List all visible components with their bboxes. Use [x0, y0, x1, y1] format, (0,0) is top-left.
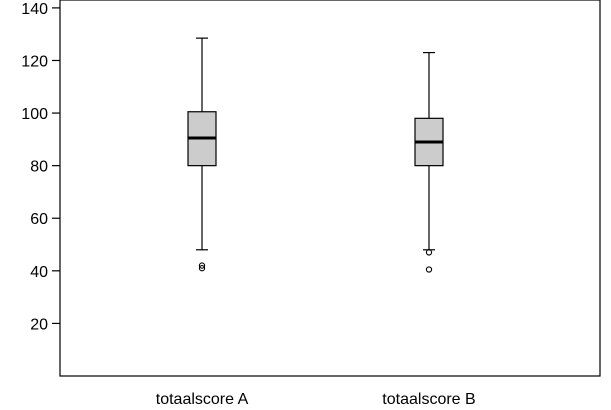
y-tick-label-20: 20: [30, 316, 48, 333]
category-label-b: totaalscore B: [382, 391, 475, 408]
outlier-b-0: [425, 249, 433, 256]
y-tick-label-80: 80: [30, 159, 48, 176]
y-tick-label-100: 100: [21, 106, 48, 123]
category-label-a: totaalscore A: [156, 391, 249, 408]
y-tick-label-40: 40: [30, 264, 48, 281]
plot-frame: [59, 0, 601, 377]
outlier-b-1: [425, 266, 433, 273]
y-tick-label-140: 140: [21, 1, 48, 18]
y-tick-label-120: 120: [21, 53, 48, 70]
outlier-a-0: [198, 265, 206, 272]
y-axis: 20 40 60 80 100 120 140: [21, 1, 60, 333]
y-tick-label-60: 60: [30, 211, 48, 228]
boxes: [187, 37, 444, 273]
outlier-a-1: [198, 262, 206, 269]
